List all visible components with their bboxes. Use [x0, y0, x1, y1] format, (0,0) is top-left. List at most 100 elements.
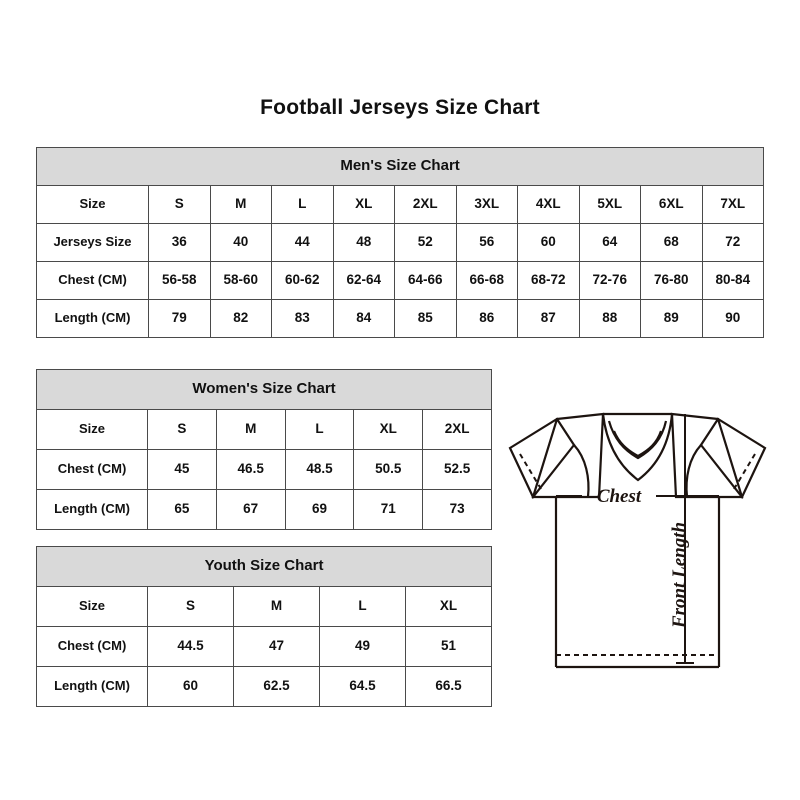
- table-cell: 44: [271, 223, 334, 262]
- table-cell: 76-80: [640, 261, 703, 300]
- row-label-chest: Chest (CM): [36, 449, 148, 490]
- row-label-length: Length (CM): [36, 666, 148, 707]
- table-cell: 60: [147, 666, 234, 707]
- table-cell: 48: [332, 223, 395, 262]
- chest-measure-label: Chest: [597, 486, 642, 507]
- table-row: Length (CM) 65 67 69 71 73: [36, 489, 493, 530]
- table-cell: XL: [332, 185, 395, 224]
- mens-size-table: Men's Size Chart Size S M L XL 2XL 3XL 4…: [35, 147, 765, 338]
- table-cell: 80-84: [701, 261, 765, 300]
- table-cell: 58-60: [209, 261, 272, 300]
- table-cell: L: [271, 185, 334, 224]
- table-cell: 66.5: [404, 666, 493, 707]
- row-label-size: Size: [36, 586, 148, 627]
- table-cell: 36: [148, 223, 211, 262]
- row-label-size: Size: [36, 409, 148, 450]
- table-cell: 56: [455, 223, 518, 262]
- table-cell: 82: [209, 299, 272, 338]
- table-cell: 68: [640, 223, 703, 262]
- table-row: Jerseys Size 36 40 44 48 52 56 60 64 68 …: [36, 223, 765, 262]
- table-cell: 65: [147, 489, 217, 530]
- table-cell: M: [209, 185, 272, 224]
- womens-size-table: Women's Size Chart Size S M L XL 2XL Che…: [35, 369, 493, 530]
- table-cell: 79: [148, 299, 211, 338]
- table-row: Chest (CM) 44.5 47 49 51: [36, 626, 493, 667]
- row-label-length: Length (CM): [36, 489, 148, 530]
- table-cell: S: [148, 185, 211, 224]
- table-cell: 84: [332, 299, 395, 338]
- table-row: Youth Size Chart: [35, 546, 493, 587]
- table-cell: 86: [455, 299, 518, 338]
- table-cell: 50.5: [353, 449, 424, 490]
- table-cell: 90: [701, 299, 765, 338]
- table-cell: 2XL: [394, 185, 457, 224]
- table-row: Length (CM) 79 82 83 84 85 86 87 88 89 9…: [36, 299, 765, 338]
- table-cell: 4XL: [517, 185, 580, 224]
- table-cell: M: [215, 409, 286, 450]
- table-cell: 62.5: [233, 666, 320, 707]
- table-row: Size S M L XL 2XL: [36, 409, 493, 450]
- womens-section-title: Women's Size Chart: [35, 369, 493, 410]
- table-cell: 72: [701, 223, 765, 262]
- table-cell: 56-58: [148, 261, 211, 300]
- table-cell: 88: [578, 299, 641, 338]
- table-cell: 69: [284, 489, 355, 530]
- tshirt-measurement-diagram: Chest Front Length: [500, 400, 775, 690]
- table-cell: 71: [353, 489, 424, 530]
- table-row: Length (CM) 60 62.5 64.5 66.5: [36, 666, 493, 707]
- table-cell: 87: [517, 299, 580, 338]
- table-cell: 47: [233, 626, 320, 667]
- table-cell: M: [233, 586, 320, 627]
- table-cell: 62-64: [332, 261, 395, 300]
- table-cell: S: [147, 586, 234, 627]
- table-cell: 7XL: [701, 185, 765, 224]
- table-row: Chest (CM) 45 46.5 48.5 50.5 52.5: [36, 449, 493, 490]
- table-cell: 52: [394, 223, 457, 262]
- row-label-chest: Chest (CM): [36, 626, 148, 667]
- table-row: Size S M L XL: [36, 586, 493, 627]
- table-cell: 72-76: [578, 261, 641, 300]
- table-cell: XL: [353, 409, 424, 450]
- row-label-size: Size: [36, 185, 149, 224]
- table-cell: 89: [640, 299, 703, 338]
- table-cell: 64-66: [394, 261, 457, 300]
- table-cell: 83: [271, 299, 334, 338]
- table-cell: 45: [147, 449, 217, 490]
- table-cell: 51: [404, 626, 493, 667]
- mens-section-title: Men's Size Chart: [35, 147, 765, 186]
- table-cell: 3XL: [455, 185, 518, 224]
- row-label-jerseys-size: Jerseys Size: [36, 223, 149, 262]
- table-cell: 46.5: [215, 449, 286, 490]
- table-cell: 5XL: [578, 185, 641, 224]
- table-cell: 48.5: [284, 449, 355, 490]
- table-cell: 60: [517, 223, 580, 262]
- front-length-measure-label: Front Length: [669, 522, 690, 629]
- table-cell: 73: [422, 489, 493, 530]
- table-cell: 60-62: [271, 261, 334, 300]
- table-cell: 67: [215, 489, 286, 530]
- row-label-length: Length (CM): [36, 299, 149, 338]
- page-title: Football Jerseys Size Chart: [260, 96, 540, 119]
- table-cell: 49: [319, 626, 406, 667]
- youth-size-table: Youth Size Chart Size S M L XL Chest (CM…: [35, 546, 493, 707]
- table-cell: S: [147, 409, 217, 450]
- table-row: Chest (CM) 56-58 58-60 60-62 62-64 64-66…: [36, 261, 765, 300]
- table-row: Size S M L XL 2XL 3XL 4XL 5XL 6XL 7XL: [36, 185, 765, 224]
- table-cell: 66-68: [455, 261, 518, 300]
- table-cell: 85: [394, 299, 457, 338]
- table-row: Women's Size Chart: [35, 369, 493, 410]
- table-row: Men's Size Chart: [35, 147, 765, 186]
- table-cell: 64.5: [319, 666, 406, 707]
- table-cell: 2XL: [422, 409, 493, 450]
- table-cell: 44.5: [147, 626, 234, 667]
- table-cell: 52.5: [422, 449, 493, 490]
- table-cell: L: [284, 409, 355, 450]
- youth-section-title: Youth Size Chart: [35, 546, 493, 587]
- table-cell: 6XL: [640, 185, 703, 224]
- table-cell: L: [319, 586, 406, 627]
- table-cell: XL: [404, 586, 493, 627]
- row-label-chest: Chest (CM): [36, 261, 149, 300]
- table-cell: 64: [578, 223, 641, 262]
- table-cell: 40: [209, 223, 272, 262]
- table-cell: 68-72: [517, 261, 580, 300]
